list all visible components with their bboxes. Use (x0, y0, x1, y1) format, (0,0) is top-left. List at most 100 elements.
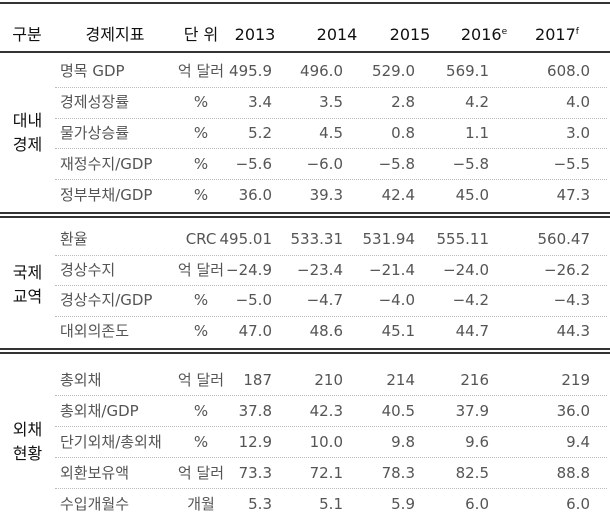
indicator-name: 수입개월수 (60, 494, 130, 513)
value-cell: 5.2 (248, 124, 272, 142)
header-cell: 구분 (0, 25, 87, 45)
value-cell: 4.0 (566, 93, 590, 112)
group-label: 국제 교역 (0, 261, 55, 309)
unit: % (193, 291, 209, 310)
header-text: 2016 (460, 25, 502, 44)
header-text: 2014 (316, 25, 358, 44)
value-cell: −5.0 (235, 291, 272, 310)
value-cell: 1.1 (465, 124, 489, 142)
indicator-name: 정부부채/GDP (60, 185, 153, 204)
indicator-name: 환율 (60, 230, 88, 249)
value-cell: 9.6 (465, 432, 489, 451)
value-cell: −5.5 (553, 154, 590, 173)
group-label-line: 현황 (12, 443, 43, 463)
value-cell: 4.5 (319, 124, 343, 142)
unit: 억 달러 (177, 62, 225, 81)
value-cell: 533.31 (290, 230, 344, 249)
row-divider (55, 86, 607, 88)
value-cell: −5.6 (235, 154, 272, 173)
value-cell: 5.1 (319, 494, 343, 513)
value-cell: 608.0 (547, 62, 590, 81)
value-cell: 44.3 (556, 321, 590, 340)
header-text: 2015 (389, 25, 431, 44)
value-cell: 44.7 (455, 321, 489, 340)
value-cell: 37.9 (455, 401, 489, 420)
row-divider (55, 426, 607, 427)
group-rule (0, 352, 610, 354)
value-cell: 73.3 (238, 463, 272, 482)
indicator-name: 경상수지/GDP (60, 291, 153, 310)
value-cell: 40.5 (381, 401, 415, 420)
indicator-name: 대외의존도 (60, 321, 130, 340)
unit: % (193, 432, 209, 451)
value-cell: 88.8 (556, 463, 590, 482)
value-cell: −4.3 (553, 291, 590, 310)
value-cell: 2.8 (391, 93, 415, 112)
unit: % (193, 321, 209, 340)
value-cell: 10.0 (309, 432, 343, 451)
value-cell: −6.0 (306, 154, 343, 173)
indicator-name: 외환보유액 (60, 463, 130, 482)
superscript: f (575, 27, 579, 37)
value-cell: 569.1 (446, 62, 489, 81)
header-cell: 2014 (277, 25, 397, 45)
unit: 억 달러 (177, 370, 225, 389)
group-label-line: 외채 (12, 419, 43, 439)
value-cell: 496.0 (300, 62, 343, 81)
unit: 억 달러 (177, 463, 225, 482)
unit: % (193, 185, 209, 204)
unit: % (193, 154, 209, 173)
group-label-line: 대내 (12, 111, 43, 130)
value-cell: 4.2 (465, 93, 489, 112)
header-cell: 2017f (497, 25, 610, 45)
value-cell: 45.0 (455, 185, 489, 204)
row-divider (55, 395, 607, 396)
header-cell: 단 위 (141, 25, 261, 45)
unit: % (193, 124, 209, 142)
indicator-name: 경제성장률 (60, 93, 130, 112)
value-cell: 9.4 (566, 432, 590, 451)
top-rule (0, 2, 610, 4)
row-divider (55, 488, 607, 489)
value-cell: 39.3 (309, 185, 343, 204)
indicator-name: 명목 GDP (60, 62, 125, 81)
unit: % (193, 401, 209, 420)
group-label-line: 국제 (12, 263, 43, 282)
header-cell: 2016e (424, 25, 544, 45)
group-label: 대내 경제 (0, 109, 55, 157)
unit: 억 달러 (177, 260, 225, 279)
superscript: e (501, 27, 508, 37)
header-text: 경제지표 (85, 25, 145, 44)
value-cell: −5.8 (452, 154, 489, 173)
value-cell: 0.8 (391, 124, 415, 142)
indicator-name: 재정수지/GDP (60, 154, 153, 173)
value-cell: 47.3 (556, 185, 590, 204)
value-cell: 529.0 (372, 62, 415, 81)
value-cell: 6.0 (566, 494, 590, 513)
group-rule (0, 212, 610, 214)
value-cell: −26.2 (544, 260, 590, 279)
value-cell: 495.01 (219, 230, 273, 249)
value-cell: 210 (314, 370, 343, 389)
indicator-name: 물가상승률 (60, 124, 130, 142)
indicator-name: 총외채/GDP (60, 401, 139, 420)
row-divider (55, 179, 607, 181)
unit: CRC (185, 230, 217, 249)
value-cell: 495.9 (229, 62, 272, 81)
value-cell: 187 (243, 370, 272, 389)
value-cell: 6.0 (465, 494, 489, 513)
header-cell: 2015 (350, 25, 470, 45)
value-cell: 531.94 (362, 230, 416, 249)
indicator-name: 총외채 (60, 370, 102, 389)
value-cell: 12.9 (238, 432, 272, 451)
value-cell: 78.3 (381, 463, 415, 482)
value-cell: 37.8 (238, 401, 272, 420)
value-cell: 72.1 (309, 463, 343, 482)
group-rule (0, 216, 610, 218)
value-cell: 48.6 (309, 321, 343, 340)
value-cell: −24.0 (443, 260, 489, 279)
value-cell: −23.4 (297, 260, 343, 279)
value-cell: 36.0 (238, 185, 272, 204)
